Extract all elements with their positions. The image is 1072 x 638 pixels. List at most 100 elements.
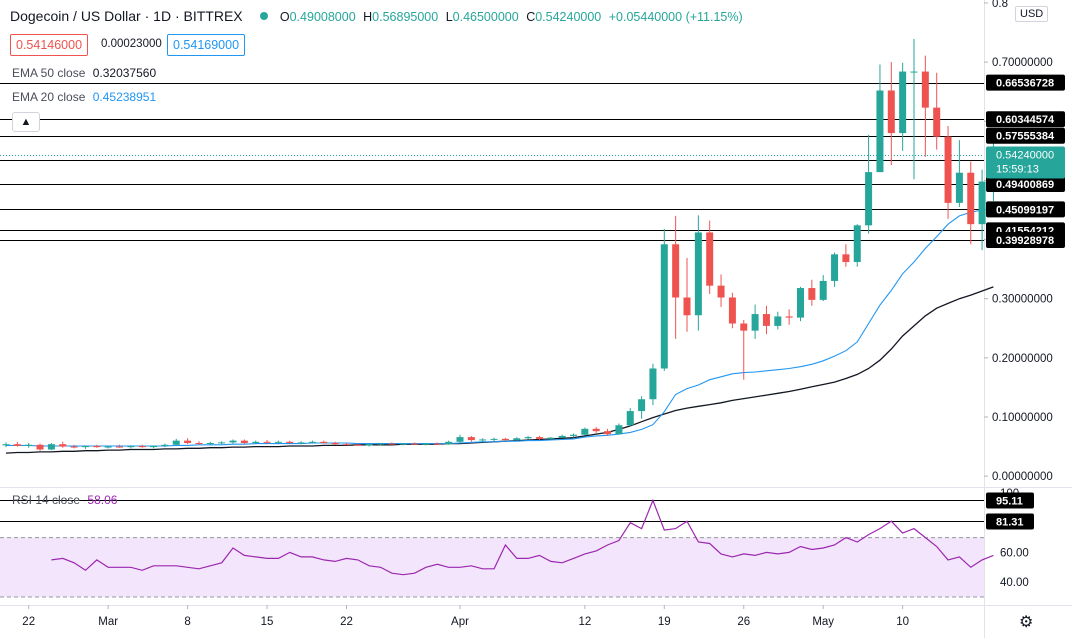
- candle-body: [240, 440, 248, 444]
- open-value: 0.49008000: [289, 10, 356, 24]
- rsi-level-label-box: [986, 513, 1034, 530]
- candle-body: [649, 368, 657, 400]
- time-tick-label: Mar: [98, 616, 118, 628]
- candle-body: [263, 441, 271, 443]
- price-tick-label: 0.20000000: [992, 353, 1053, 365]
- time-tick-label: 22: [340, 616, 353, 628]
- candle-body: [501, 438, 509, 441]
- candle-body: [933, 107, 941, 137]
- candle-body: [683, 297, 691, 316]
- high-value: 0.56895000: [372, 10, 439, 24]
- candle-body: [399, 443, 407, 445]
- price-tick-label: 0.10000000: [992, 412, 1053, 424]
- candle-body: [547, 437, 555, 439]
- ema50-value: 0.32037560: [92, 66, 157, 80]
- candle-body: [513, 438, 521, 441]
- candle-body: [320, 441, 328, 444]
- candle-body: [831, 254, 839, 281]
- candle-body: [604, 431, 612, 435]
- candle-body: [785, 316, 793, 318]
- candle-body: [161, 444, 169, 446]
- collapse-legend-button[interactable]: ▲: [12, 112, 40, 132]
- candle-body: [694, 232, 702, 316]
- time-tick-label: 19: [658, 616, 671, 628]
- chevron-up-icon: ▲: [20, 116, 32, 128]
- currency-selector[interactable]: USD: [1015, 6, 1049, 22]
- candle-body: [467, 437, 475, 441]
- candle-body: [842, 254, 850, 263]
- level-label: 0.49400869: [996, 179, 1054, 191]
- spread-value: 0.00023000: [96, 34, 167, 54]
- candle-body: [343, 444, 350, 446]
- candle-body: [535, 437, 543, 439]
- candle-body: [615, 425, 623, 435]
- candle-body: [456, 437, 464, 442]
- bar-countdown: 15:59:13: [996, 164, 1039, 176]
- candle-body: [490, 438, 498, 440]
- candle-body: [967, 172, 975, 225]
- candle-body: [377, 443, 385, 445]
- price-tick-label: 0.8: [992, 0, 1008, 10]
- candle-body: [479, 439, 487, 441]
- candle-body: [25, 444, 33, 446]
- symbol-title[interactable]: Dogecoin / US Dollar · 1D · BITTREX: [10, 8, 243, 24]
- ema50-legend[interactable]: EMA 50 close 0.32037560: [12, 66, 156, 80]
- ema20-label: EMA 20 close: [12, 90, 86, 104]
- candle-body: [660, 244, 668, 369]
- candle-body: [13, 444, 21, 446]
- level-label: 0.39928978: [996, 235, 1054, 247]
- time-tick-label: 8: [184, 616, 190, 628]
- candle-body: [853, 225, 861, 263]
- candle-body: [762, 314, 770, 326]
- candle-body: [70, 446, 78, 448]
- candle-body: [797, 288, 804, 318]
- candle-body: [331, 443, 339, 445]
- price-tick-label: 0.00000000: [992, 471, 1053, 483]
- candle-body: [81, 445, 89, 448]
- candle-body: [150, 445, 158, 448]
- time-tick-label: May: [812, 616, 834, 628]
- level-label-box: [986, 127, 1065, 144]
- level-label-box: [986, 201, 1065, 218]
- candle-body: [944, 136, 952, 203]
- sell-price-button[interactable]: 0.54146000: [10, 34, 89, 56]
- candle-body: [819, 280, 827, 300]
- level-label-box: [986, 111, 1065, 128]
- gear-icon[interactable]: ⚙: [1019, 614, 1034, 631]
- candle-body: [104, 446, 112, 448]
- open-label: O: [279, 10, 290, 24]
- change-value: +0.05440000 (+11.15%): [608, 10, 743, 24]
- chart-header: Dogecoin / US Dollar · 1D · BITTREX O0.4…: [10, 8, 743, 24]
- rsi-legend[interactable]: RSI 14 close 58.06: [12, 493, 117, 507]
- price-tick-label: 0.70000000: [992, 57, 1053, 69]
- time-tick-label: 15: [261, 616, 274, 628]
- candle-body: [116, 446, 123, 448]
- candle-body: [297, 442, 305, 444]
- time-tick-label: Apr: [451, 616, 469, 628]
- close-value: 0.54240000: [535, 10, 602, 24]
- candle-body: [558, 435, 566, 438]
- buy-price-button[interactable]: 0.54169000: [167, 34, 246, 56]
- candle-body: [59, 444, 67, 447]
- level-label: 0.60344574: [996, 114, 1055, 126]
- rsi-level-label-box: [986, 492, 1034, 509]
- level-label-box: [986, 175, 1065, 192]
- close-label: C: [526, 10, 536, 24]
- candle-body: [876, 90, 884, 173]
- candle-body: [728, 297, 736, 324]
- candle-body: [195, 443, 203, 445]
- ema20-line: [6, 208, 994, 447]
- candle-body: [229, 440, 237, 443]
- candle-body: [672, 244, 680, 298]
- ema20-legend[interactable]: EMA 20 close 0.45238951: [12, 90, 156, 104]
- candle-body: [921, 71, 929, 108]
- candle-body: [751, 314, 759, 331]
- candle-body: [581, 428, 589, 435]
- candle-body: [93, 445, 101, 448]
- rsi-level-label: 95.11: [996, 496, 1023, 508]
- level-label: 0.57555384: [996, 131, 1055, 143]
- candle-body: [740, 323, 748, 331]
- level-label: 0.66536728: [996, 78, 1054, 90]
